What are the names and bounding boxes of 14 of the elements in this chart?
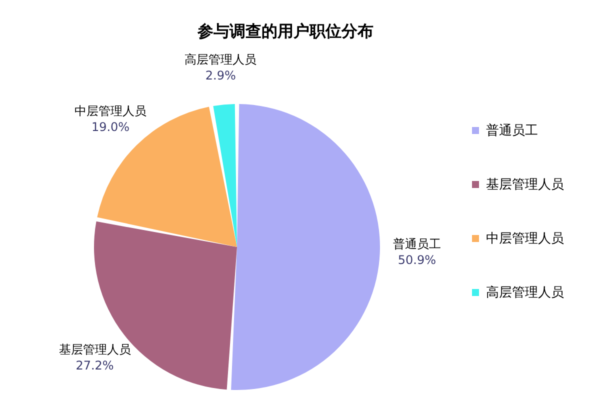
data-label: 19.0% — [91, 120, 130, 134]
data-label: 27.2% — [76, 358, 114, 372]
legend-label: 高层管理人员 — [486, 284, 564, 300]
chart-title: 参与调查的用户职位分布 — [196, 22, 374, 41]
data-label: 50.9% — [398, 253, 436, 268]
slice-label: 普通员工 — [392, 237, 441, 252]
data-label: 2.9% — [205, 68, 236, 83]
legend-label: 普通员工 — [486, 122, 538, 138]
slice-label: 高层管理人员 — [184, 52, 257, 67]
legend-label: 中层管理人员 — [486, 232, 564, 246]
legend-label: 基层管理人员 — [486, 178, 564, 192]
slice-label: 中层管理人员 — [74, 104, 147, 118]
slice-label: 基层管理人员 — [58, 342, 131, 356]
pie-slice — [231, 104, 380, 390]
